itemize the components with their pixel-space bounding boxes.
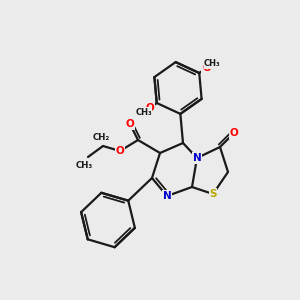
Text: CH₂: CH₂: [92, 134, 110, 142]
Text: CH₃: CH₃: [75, 160, 93, 169]
Text: O: O: [230, 128, 238, 138]
Text: O: O: [202, 63, 211, 73]
Text: S: S: [209, 189, 217, 199]
Text: N: N: [163, 191, 171, 201]
Text: O: O: [126, 119, 134, 129]
Text: CH₃: CH₃: [135, 108, 152, 117]
Text: O: O: [116, 146, 124, 156]
Text: CH₃: CH₃: [204, 59, 220, 68]
Text: N: N: [193, 153, 201, 163]
Text: O: O: [145, 103, 154, 113]
